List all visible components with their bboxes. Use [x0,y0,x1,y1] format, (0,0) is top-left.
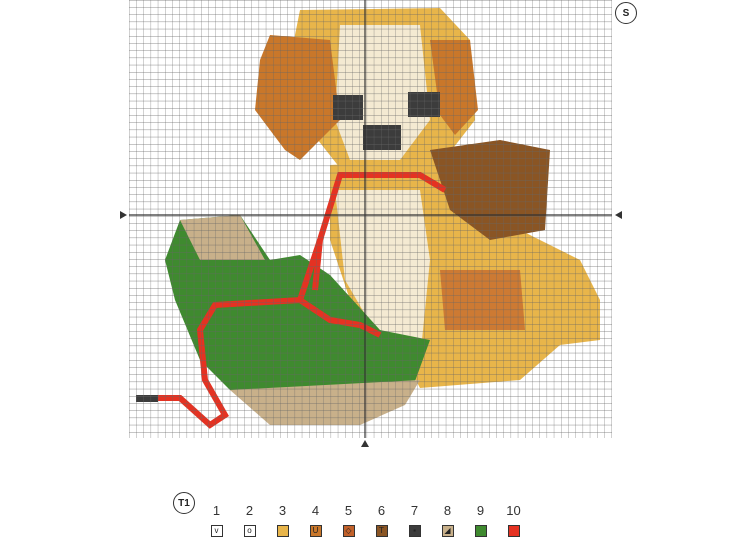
legend-number: 5 [344,503,353,518]
legend-item: 7 ▪ [398,503,431,537]
left-center-arrow [120,211,127,219]
color-legend: 1 v 2 o 3 4 U 5 ◇ 6 T 7 ▪ 8 ◢ 9 10 [200,503,530,537]
legend-item: 3 [266,503,299,537]
legend-swatch: ◢ [441,525,454,537]
legend-number: 7 [410,503,419,518]
chart-label-badge: S [615,2,637,24]
legend-item: 8 ◢ [431,503,464,537]
legend-number: 3 [278,503,287,518]
legend-item: 5 ◇ [332,503,365,537]
legend-title-badge: T1 [173,492,195,514]
legend-swatch [507,525,520,537]
legend-number: 4 [311,503,320,518]
right-center-arrow [615,211,622,219]
legend-swatch: v [210,525,223,537]
bottom-center-arrow [361,440,369,447]
legend-swatch: ◇ [342,525,355,537]
grid [129,0,612,438]
legend-swatch: U [309,525,322,537]
legend-number: 6 [377,503,386,518]
legend-item: 10 [497,503,530,537]
legend-number: 2 [245,503,254,518]
legend-item: 9 [464,503,497,537]
legend-swatch: T [375,525,388,537]
legend-number: 1 [212,503,221,518]
legend-swatch: ▪ [408,525,421,537]
legend-swatch [276,525,289,537]
legend-number: 10 [506,503,521,518]
legend-number: 9 [476,503,485,518]
legend-swatch: o [243,525,256,537]
legend-number: 8 [443,503,452,518]
legend-swatch [474,525,487,537]
